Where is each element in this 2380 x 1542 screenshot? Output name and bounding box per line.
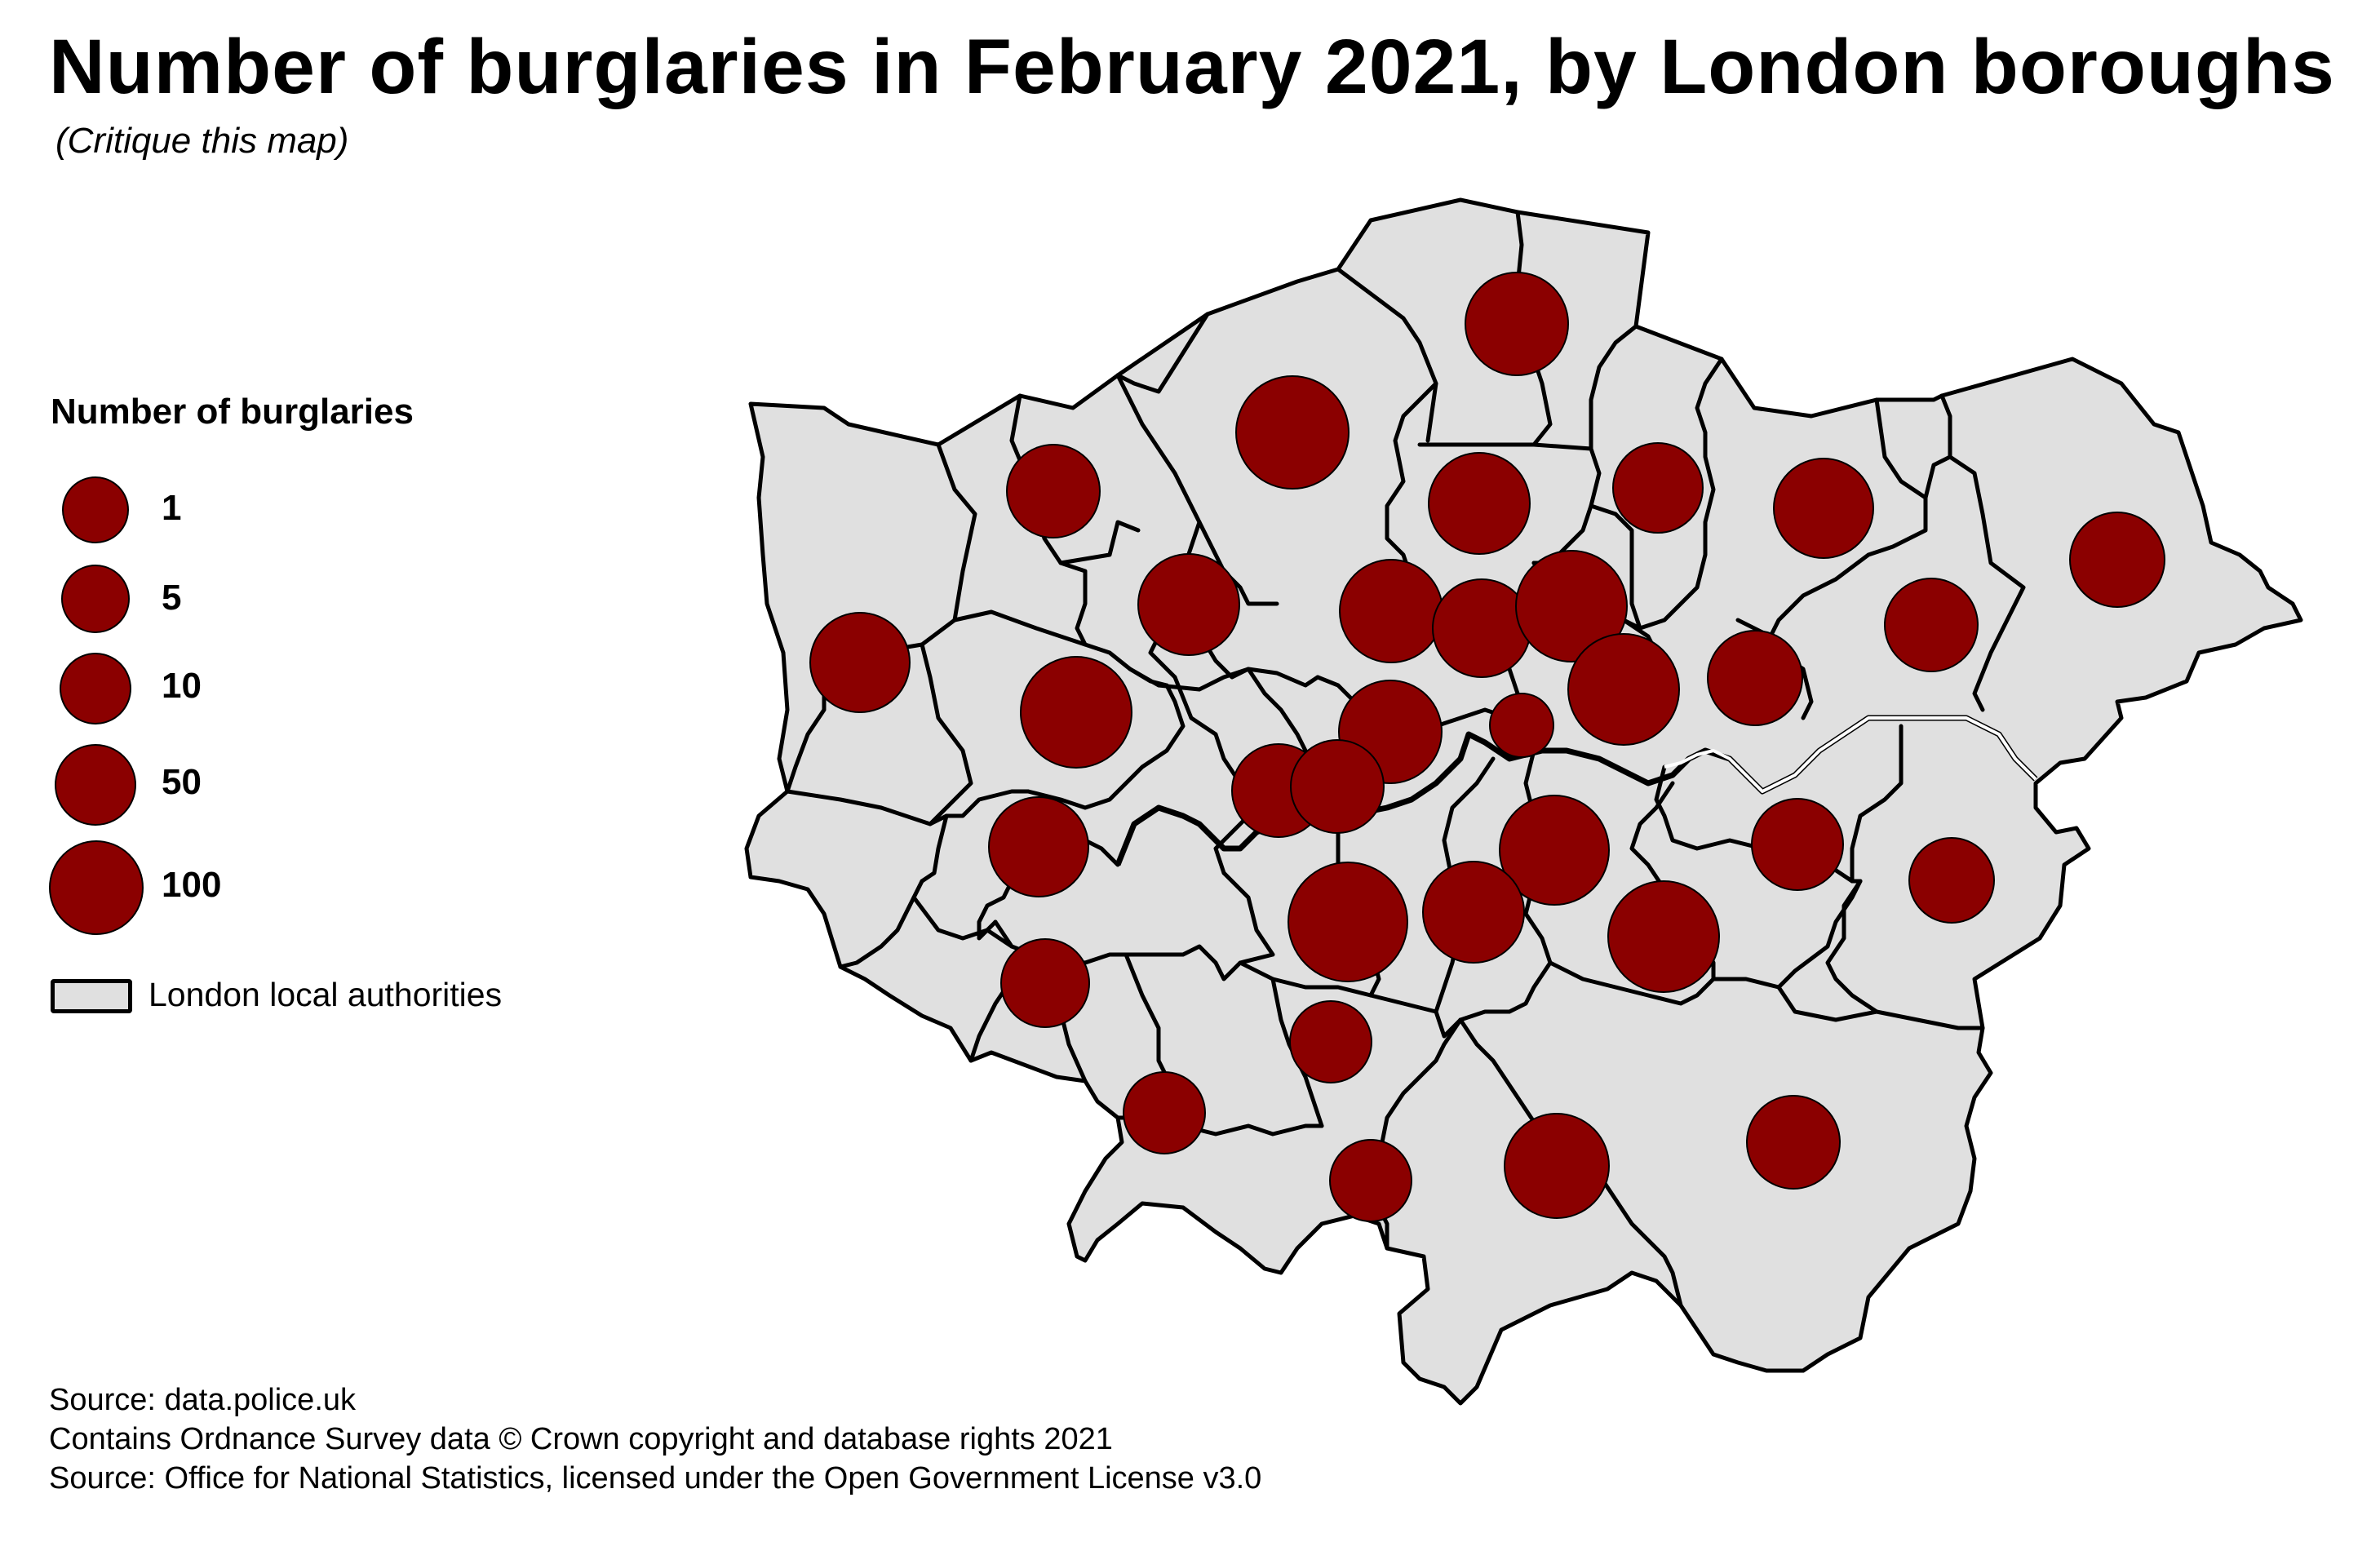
symbol-tower-hamlets [1567,633,1680,746]
symbol-haringey [1428,452,1531,555]
borough-boundary [1711,879,1863,990]
borough-boundary [1850,724,1904,884]
symbol-lewisham [1607,880,1720,993]
symbol-city [1489,693,1554,758]
symbol-kensington [1290,739,1385,834]
borough-boundary [1124,871,1275,981]
borough-boundary [1058,561,1088,647]
symbol-hackney [1515,550,1628,662]
borough-boundary [1115,373,1279,606]
symbol-hillingdon [809,612,911,713]
symbol-richmond [1000,938,1090,1028]
legend-title: Number of burglaries [51,392,414,432]
borough-boundary [1948,454,2026,712]
legend-item-5: 5 [49,547,538,653]
borough-boundary [1874,397,1928,500]
borough-boundary [1548,960,1716,1006]
symbol-camden [1339,559,1443,663]
borough-boundary [1009,393,1141,565]
legend-label-10: 10 [162,666,202,706]
borough-boundary [1825,879,1985,1030]
symbol-barnet [1235,375,1350,490]
legend-label-1: 1 [162,488,182,528]
symbol-barking [1884,578,1979,672]
legend-item-50: 50 [49,726,538,832]
symbol-wandsworth [1288,862,1408,982]
symbol-kingston [1123,1071,1206,1154]
borough-boundary [1115,312,1210,394]
borough-boundary [1621,357,1724,631]
symbol-hounslow [988,796,1089,897]
symbol-bromley [1746,1095,1841,1190]
symbol-brent [1137,553,1240,656]
map-title: Number of burglaries in February 2021, b… [49,24,2335,110]
borough-boundary [1425,381,1438,443]
borough-boundary [1768,393,1952,639]
legend-label-100: 100 [162,865,222,905]
legend-label-50: 50 [162,762,202,802]
symbol-enfield [1465,272,1569,376]
symbol-southwark [1499,795,1610,906]
symbol-sutton [1329,1139,1412,1222]
legend-symbol-50 [55,744,136,826]
legend-item-local-authorities: London local authorities [49,971,620,1028]
symbol-greenwich [1751,798,1844,891]
london-map: .b { fill: #e0e0e0; stroke: #000; stroke… [744,197,2303,1406]
source-line-ons: Source: Office for National Statistics, … [49,1461,1262,1495]
symbol-redbridge [1773,458,1874,559]
symbol-merton [1289,1000,1372,1083]
legend-symbol-100 [49,840,144,935]
legend-item-100: 100 [49,824,538,935]
symbol-newham [1707,630,1803,726]
legend-item-10: 10 [49,635,538,741]
legend-item-1: 1 [49,457,538,563]
symbol-havering [2069,512,2165,608]
legend-label-5: 5 [162,578,182,618]
symbol-bexley [1908,837,1995,924]
symbol-islington [1432,578,1531,678]
borough-boundary [1589,324,1638,451]
legend-area-label: London local authorities [148,976,503,1013]
borough-boundary [838,879,924,969]
symbol-ealing [1020,656,1132,769]
borough-boundary [1589,503,1642,631]
source-line-ordnance-survey: Contains Ordnance Survey data © Crown co… [49,1422,1113,1456]
legend-symbol-10 [60,653,131,724]
source-notes: Source: data.police.uk Contains Ordnance… [49,1380,1261,1498]
legend: Number of burglaries 1 5 10 50 100 Londo… [49,383,620,1036]
symbol-lambeth [1422,861,1525,964]
borough-boundary [911,895,1014,949]
borough-boundary [1776,985,1879,1022]
borough-boundary [1026,683,1186,810]
river-thames-inner [1664,716,2037,793]
borough-boundary [920,642,973,826]
legend-symbol-1 [62,476,129,543]
symbol-waltham-forest [1612,442,1704,534]
symbol-harrow [1006,444,1101,538]
symbol-croydon [1504,1113,1610,1219]
borough-boundary [920,813,949,884]
legend-area-swatch [51,979,132,1013]
map-subtitle: (Critique this map) [55,121,349,161]
borough-boundary [785,789,1030,826]
legend-symbol-5 [61,565,130,633]
source-line-police: Source: data.police.uk [49,1383,357,1417]
